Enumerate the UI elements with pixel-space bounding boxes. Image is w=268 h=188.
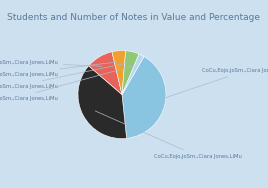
Wedge shape xyxy=(112,51,126,95)
Text: CoCu,Eojo,JoSm,,Ciara Jones,LiMu: CoCu,Eojo,JoSm,,Ciara Jones,LiMu xyxy=(0,66,134,101)
Wedge shape xyxy=(89,52,122,95)
Text: CoCu,Eojo,JoSm,,Ciara Jones,LiMu: CoCu,Eojo,JoSm,,Ciara Jones,LiMu xyxy=(157,68,268,101)
Wedge shape xyxy=(122,51,139,95)
Wedge shape xyxy=(122,54,144,95)
Text: CoCu,Eojo,JoSm,,Ciara Jones,LiMu: CoCu,Eojo,JoSm,,Ciara Jones,LiMu xyxy=(0,60,102,66)
Text: CoCu,Eojo,JoSm,,Ciara Jones,LiMu: CoCu,Eojo,JoSm,,Ciara Jones,LiMu xyxy=(0,62,117,77)
Wedge shape xyxy=(78,66,126,139)
Text: CoCu,Eojo,JoSm,,Ciara Jones,LiMu: CoCu,Eojo,JoSm,,Ciara Jones,LiMu xyxy=(95,111,242,159)
Title: Students and Number of Notes in Value and Percentage: Students and Number of Notes in Value an… xyxy=(8,13,260,22)
Wedge shape xyxy=(122,56,166,138)
Text: CoCu,Eojo,JoSm,,Ciara Jones,LiMu: CoCu,Eojo,JoSm,,Ciara Jones,LiMu xyxy=(0,63,127,89)
